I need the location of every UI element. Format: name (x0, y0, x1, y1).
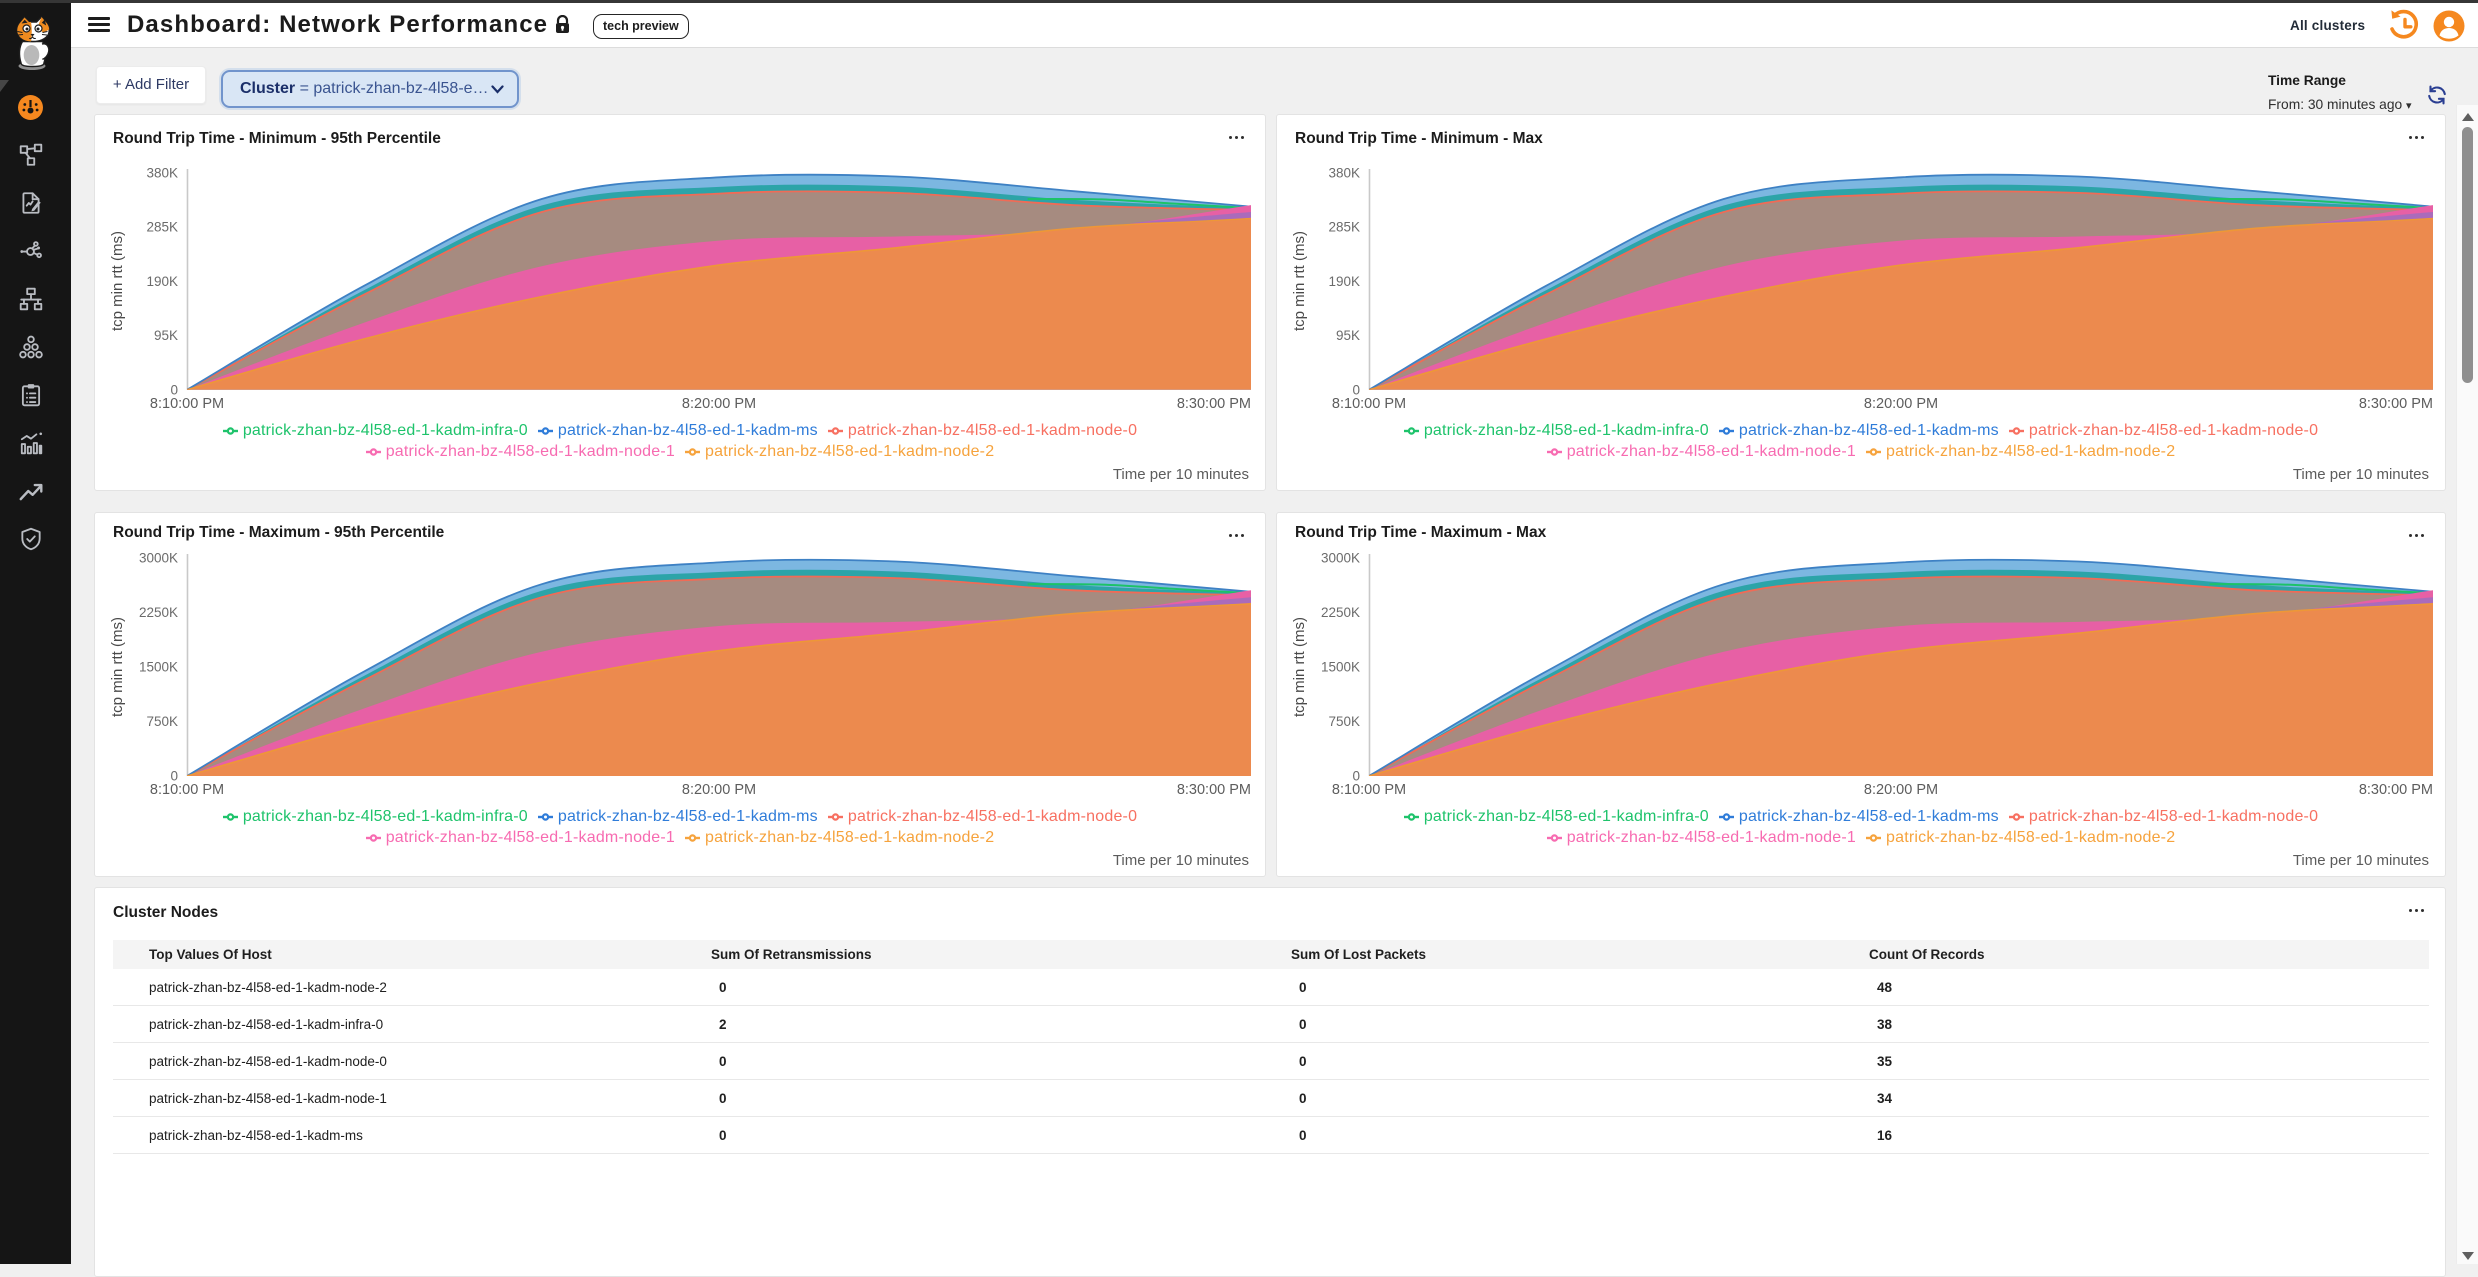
svg-text:750K: 750K (146, 714, 178, 729)
svg-text:380K: 380K (1328, 166, 1360, 181)
svg-text:2250K: 2250K (139, 605, 178, 620)
svg-text:2250K: 2250K (1321, 605, 1360, 620)
svg-text:190K: 190K (146, 274, 178, 289)
svg-text:3000K: 3000K (139, 551, 178, 566)
svg-text:3000K: 3000K (1321, 551, 1360, 566)
svg-text:95K: 95K (154, 328, 178, 343)
svg-text:0: 0 (170, 382, 178, 397)
svg-text:0: 0 (1352, 382, 1360, 397)
svg-text:1500K: 1500K (1321, 660, 1360, 675)
svg-text:285K: 285K (146, 220, 178, 235)
svg-text:0: 0 (170, 769, 178, 784)
svg-text:285K: 285K (1328, 220, 1360, 235)
svg-text:380K: 380K (146, 166, 178, 181)
svg-text:190K: 190K (1328, 274, 1360, 289)
svg-text:0: 0 (1352, 769, 1360, 784)
svg-text:750K: 750K (1328, 714, 1360, 729)
svg-text:95K: 95K (1336, 328, 1360, 343)
svg-text:1500K: 1500K (139, 660, 178, 675)
